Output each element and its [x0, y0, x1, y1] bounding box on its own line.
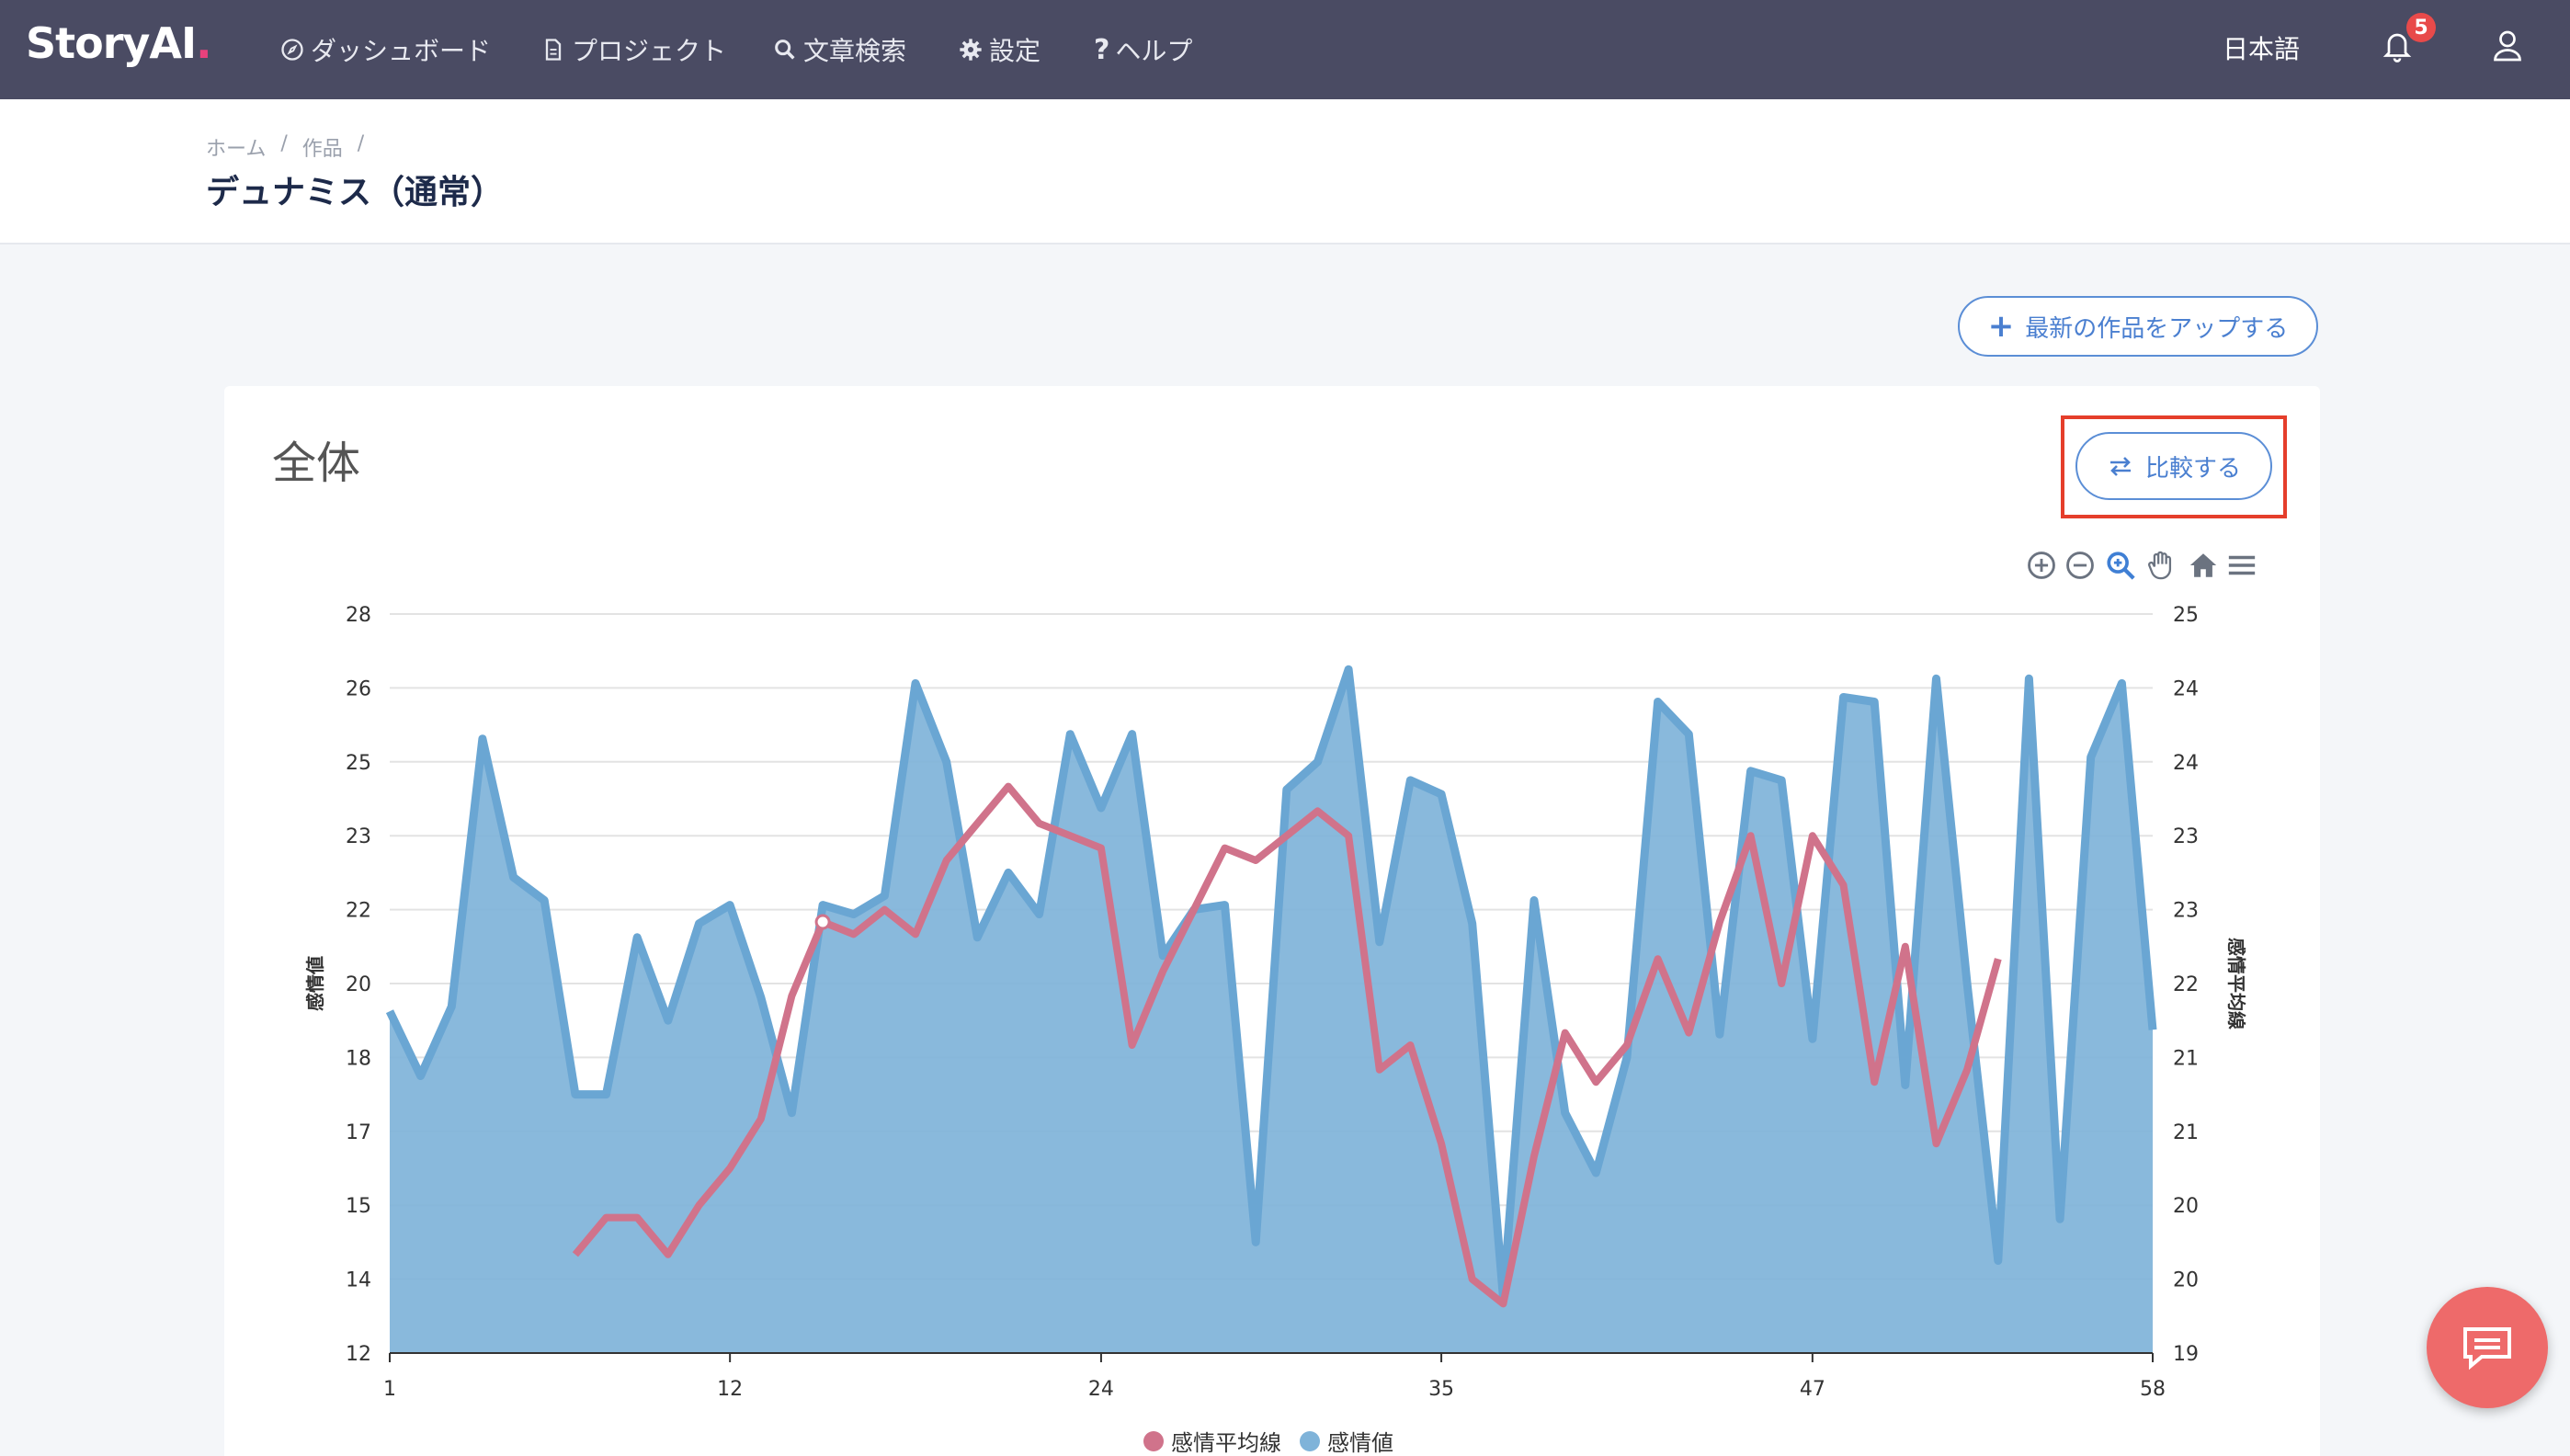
- language-selector[interactable]: 日本語: [2223, 34, 2301, 64]
- card-title: 全体: [272, 438, 361, 489]
- page-title: デュナミス（通常）: [206, 174, 505, 211]
- magnify-icon[interactable]: [2105, 550, 2136, 581]
- page-header: ホーム / 作品 / デュナミス（通常）: [0, 99, 2570, 245]
- x-tick-label: 58: [2140, 1378, 2166, 1401]
- y2-tick-label: 24: [2173, 677, 2199, 700]
- y-tick-label: 23: [346, 825, 371, 848]
- y-tick-label: 15: [346, 1195, 371, 1218]
- swap-arrows-icon: [2109, 457, 2131, 476]
- compare-highlight-box: [2061, 415, 2287, 518]
- user-icon[interactable]: [2491, 28, 2524, 64]
- y2-tick-label: 22: [2173, 973, 2199, 996]
- compare-button[interactable]: 比較する: [2075, 432, 2272, 500]
- chat-bubble-icon: [2463, 1327, 2511, 1371]
- breadcrumb-home[interactable]: ホーム: [206, 138, 267, 161]
- y2-tick-label: 19: [2173, 1343, 2199, 1366]
- chat-button[interactable]: [2427, 1287, 2548, 1408]
- search-icon: [775, 40, 795, 60]
- plus-icon: +: [1987, 308, 2015, 345]
- x-tick-label: 47: [1800, 1378, 1825, 1401]
- y-tick-label: 28: [346, 604, 371, 627]
- zoom-in-icon[interactable]: [2026, 550, 2057, 581]
- hover-marker-point: [814, 914, 831, 930]
- question-icon: ?: [1094, 33, 1110, 66]
- breadcrumb-works[interactable]: 作品: [301, 138, 343, 161]
- y-tick-label: 25: [346, 752, 371, 775]
- nav-label: ダッシュボード: [311, 36, 492, 66]
- emotion-value-area: [390, 669, 2153, 1353]
- top-navbar: StoryAI. ダッシュボード プロジェクト 文章検索 設定 ? ヘルプ 日本…: [0, 0, 2570, 99]
- y-tick-label: 12: [346, 1343, 371, 1366]
- x-tick-label: 12: [717, 1378, 743, 1401]
- nav-label: 文章検索: [803, 36, 907, 66]
- y-tick-label: 20: [346, 973, 371, 996]
- notification-badge: 5: [2406, 13, 2436, 42]
- y-axis-title: 感情値: [304, 956, 326, 1011]
- pan-hand-icon[interactable]: [2145, 550, 2177, 581]
- zoom-out-icon[interactable]: [2064, 550, 2096, 581]
- emotion-chart: 28 25 26 24 25 24 23 23 22 23 20 22 18 21 17 21 15 20 14 20…: [304, 604, 2247, 1401]
- y2-tick-label: 21: [2173, 1047, 2199, 1070]
- nav-projects[interactable]: プロジェクト: [540, 29, 726, 70]
- nav-help[interactable]: ? ヘルプ: [1094, 29, 1192, 70]
- nav-label: 設定: [989, 36, 1041, 66]
- legend-dot: [1143, 1430, 1164, 1451]
- x-tick-label: 35: [1428, 1378, 1454, 1401]
- y2-tick-label: 25: [2173, 604, 2199, 627]
- breadcrumb-separator: /: [357, 132, 365, 155]
- legend-label: 感情値: [1327, 1430, 1393, 1456]
- y2-tick-label: 23: [2173, 825, 2199, 848]
- nav-text-search[interactable]: 文章検索: [772, 29, 906, 70]
- y-tick-label: 26: [346, 677, 371, 700]
- y2-tick-label: 20: [2173, 1269, 2199, 1292]
- compare-button-label: 比較する: [2144, 454, 2241, 483]
- x-tick-label: 1: [383, 1378, 396, 1401]
- x-tick-label: 24: [1088, 1378, 1114, 1401]
- legend-dot: [1300, 1430, 1320, 1451]
- nav-label: プロジェクト: [572, 36, 727, 66]
- y2-tick-label: 23: [2173, 900, 2199, 923]
- y2-tick-label: 20: [2173, 1195, 2199, 1218]
- gear-icon: [960, 39, 982, 61]
- menu-icon[interactable]: [2226, 550, 2257, 581]
- y-tick-label: 14: [346, 1269, 371, 1292]
- compass-icon: [281, 39, 303, 61]
- y2-tick-label: 24: [2173, 752, 2199, 775]
- y-tick-label: 17: [346, 1121, 371, 1144]
- upload-latest-work-button[interactable]: + 最新の作品をアップする: [1958, 296, 2318, 357]
- home-icon[interactable]: [2188, 550, 2219, 581]
- y-tick-label: 22: [346, 900, 371, 923]
- nav-settings[interactable]: 設定: [958, 29, 1041, 70]
- emotion-average-line: [572, 782, 2002, 1308]
- app-logo[interactable]: StoryAI.: [26, 18, 212, 68]
- bell-icon[interactable]: [2381, 28, 2414, 64]
- nav-label: ヘルプ: [1115, 36, 1193, 66]
- emotion-value-line: [385, 665, 2157, 1302]
- legend-item-average[interactable]: 感情平均線: [1143, 1425, 1281, 1456]
- legend-item-value[interactable]: 感情値: [1300, 1425, 1393, 1456]
- y2-axis-title: 感情平均線: [2225, 938, 2247, 1029]
- breadcrumb: ホーム / 作品 /: [206, 132, 364, 162]
- y-tick-label: 18: [346, 1047, 371, 1070]
- upload-button-label: 最新の作品をアップする: [2025, 314, 2289, 343]
- document-icon: [545, 39, 562, 61]
- legend-label: 感情平均線: [1171, 1430, 1281, 1456]
- breadcrumb-separator: /: [280, 132, 288, 155]
- nav-dashboard[interactable]: ダッシュボード: [279, 29, 491, 70]
- y2-tick-label: 21: [2173, 1121, 2199, 1144]
- chart-legend: 感情平均線 感情値: [1143, 1425, 1393, 1456]
